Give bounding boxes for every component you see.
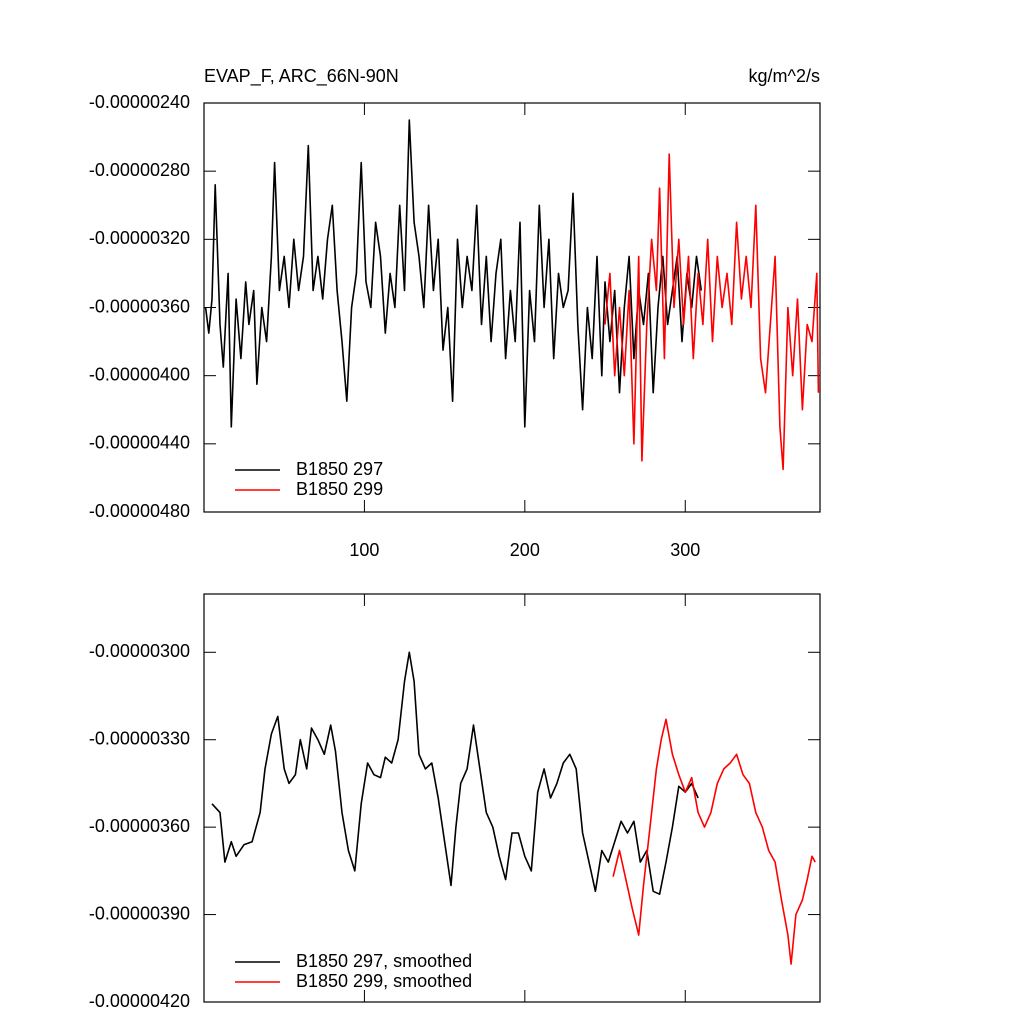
x-tick-label: 200	[510, 540, 540, 560]
y-tick-label: -0.00000390	[89, 903, 190, 923]
y-tick-label: -0.00000320	[89, 228, 190, 248]
plot-frame	[203, 593, 821, 1003]
y-tick-label: -0.00000280	[89, 160, 190, 180]
series-line	[204, 119, 703, 428]
y-tick-label: -0.00000330	[89, 728, 190, 748]
chart-title: EVAP_F, ARC_66N-90N	[204, 66, 399, 87]
legend-label: B1850 299	[296, 479, 383, 499]
y-tick-label: -0.00000400	[89, 364, 190, 384]
x-tick-label: 100	[349, 540, 379, 560]
legend-label: B1850 297	[296, 459, 383, 479]
series-line	[612, 718, 816, 965]
y-tick-label: -0.00000360	[89, 296, 190, 316]
y-tick-label: -0.00000420	[89, 991, 190, 1011]
x-tick-label: 300	[670, 540, 700, 560]
legend-label: B1850 299, smoothed	[296, 971, 472, 991]
series-line	[211, 651, 699, 895]
series-line	[604, 153, 820, 471]
y-tick-label: -0.00000440	[89, 433, 190, 453]
y-tick-label: -0.00000240	[89, 92, 190, 112]
legend-label: B1850 297, smoothed	[296, 951, 472, 971]
y-tick-label: -0.00000360	[89, 816, 190, 836]
units-label: kg/m^2/s	[749, 66, 820, 86]
y-tick-label: -0.00000480	[89, 501, 190, 521]
y-tick-label: -0.00000300	[89, 641, 190, 661]
